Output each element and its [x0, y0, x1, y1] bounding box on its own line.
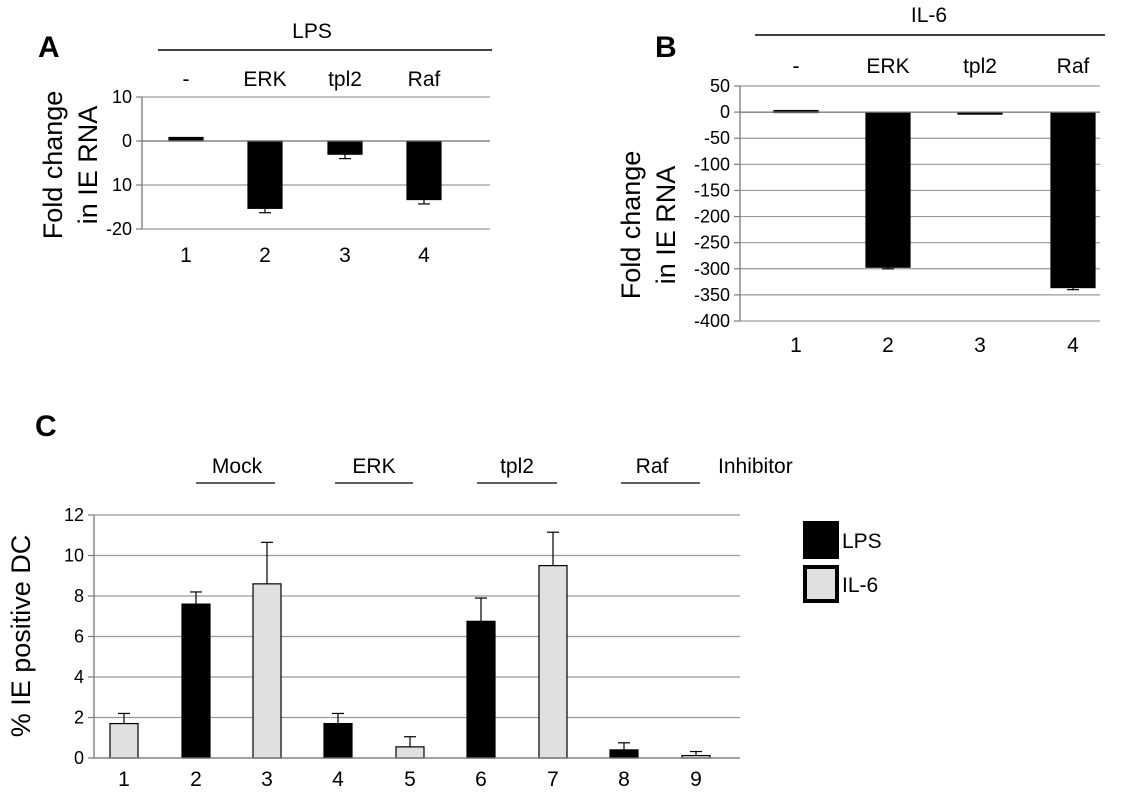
- category-label: 2: [882, 334, 894, 357]
- bar: [247, 140, 283, 209]
- y-tick-label: -200: [694, 207, 730, 227]
- category-label: 7: [547, 768, 559, 791]
- y-tick-label: 0: [720, 102, 730, 122]
- legend-label: LPS: [842, 530, 882, 553]
- y-tick-label: -20: [106, 219, 132, 239]
- category-label: 4: [332, 768, 344, 791]
- category-label: 1: [180, 244, 192, 267]
- group-label: Raf: [636, 455, 669, 478]
- group-suffix-label: Inhibitor: [718, 455, 793, 478]
- category-label: 8: [618, 768, 630, 791]
- y-axis-title: Fold change: [616, 151, 646, 300]
- y-tick-label: -300: [694, 259, 730, 279]
- y-tick-label: 0: [122, 131, 132, 151]
- group-label: Raf: [1057, 55, 1090, 78]
- category-label: 4: [1067, 334, 1079, 357]
- category-label: 3: [261, 768, 273, 791]
- bar: [252, 583, 282, 759]
- y-tick-label: 2: [74, 708, 84, 728]
- legend-label: IL-6: [842, 574, 878, 597]
- treatment-label: IL-6: [911, 4, 947, 27]
- group-label: ERK: [243, 68, 286, 91]
- y-axis-title: in IE RNA: [651, 166, 681, 285]
- bar: [327, 140, 363, 155]
- group-label: Raf: [408, 68, 441, 91]
- bar: [395, 746, 425, 759]
- group-label: -: [793, 55, 800, 78]
- group-label: tpl2: [328, 68, 362, 91]
- y-tick-label: -250: [694, 233, 730, 253]
- bar: [406, 140, 442, 201]
- y-tick-label: -350: [694, 285, 730, 305]
- y-tick-label: 6: [74, 627, 84, 647]
- y-tick-label: -50: [704, 128, 730, 148]
- group-label: -: [183, 68, 190, 91]
- panel-letter: C: [35, 410, 57, 443]
- y-tick-label: 4: [74, 667, 84, 687]
- panel-letter: B: [655, 31, 677, 64]
- group-label: ERK: [352, 455, 395, 478]
- group-label: Mock: [212, 455, 263, 478]
- legend-swatch: [803, 521, 839, 559]
- bar: [865, 111, 911, 268]
- y-tick-label: 10: [112, 175, 132, 195]
- panel-letter: A: [38, 31, 60, 64]
- legend-swatch: [803, 565, 839, 603]
- category-label: 1: [790, 334, 802, 357]
- category-label: 1: [118, 768, 130, 791]
- treatment-label: LPS: [292, 20, 332, 43]
- bar: [109, 722, 139, 759]
- category-label: 2: [190, 768, 202, 791]
- category-label: 9: [690, 768, 702, 791]
- bar: [538, 565, 568, 759]
- y-tick-label: -150: [694, 180, 730, 200]
- bar: [323, 722, 353, 759]
- bar: [181, 603, 211, 759]
- bar: [1050, 111, 1096, 289]
- group-label: tpl2: [500, 455, 534, 478]
- category-label: 4: [418, 244, 430, 267]
- bar: [609, 749, 639, 759]
- y-tick-label: 10: [64, 546, 84, 566]
- y-axis-title: in IE RNA: [73, 106, 103, 225]
- group-label: ERK: [866, 55, 909, 78]
- panel-b: B IL-6 - ERK tpl2 Raf 50 0 -50 -100 -150 -200 -250 -3…: [616, 4, 1105, 357]
- y-tick-label: 8: [74, 586, 84, 606]
- category-label: 3: [974, 334, 986, 357]
- category-label: 5: [404, 768, 416, 791]
- y-tick-label: 50: [710, 76, 730, 96]
- group-label: tpl2: [963, 55, 997, 78]
- y-tick-label: 10: [112, 87, 132, 107]
- y-tick-label: -400: [694, 311, 730, 331]
- panel-a: A LPS - ERK tpl2 Raf 10 0 10 -20 1 2 3 4 Fold change in…: [38, 20, 492, 267]
- category-label: 3: [339, 244, 351, 267]
- y-tick-label: -100: [694, 154, 730, 174]
- y-axis-title: % IE positive DC: [6, 535, 36, 738]
- y-axis-title: Fold change: [38, 91, 68, 240]
- bar: [466, 620, 496, 759]
- category-label: 6: [475, 768, 487, 791]
- category-label: 2: [259, 244, 271, 267]
- y-tick-label: 12: [64, 505, 84, 525]
- y-tick-label: 0: [74, 748, 84, 768]
